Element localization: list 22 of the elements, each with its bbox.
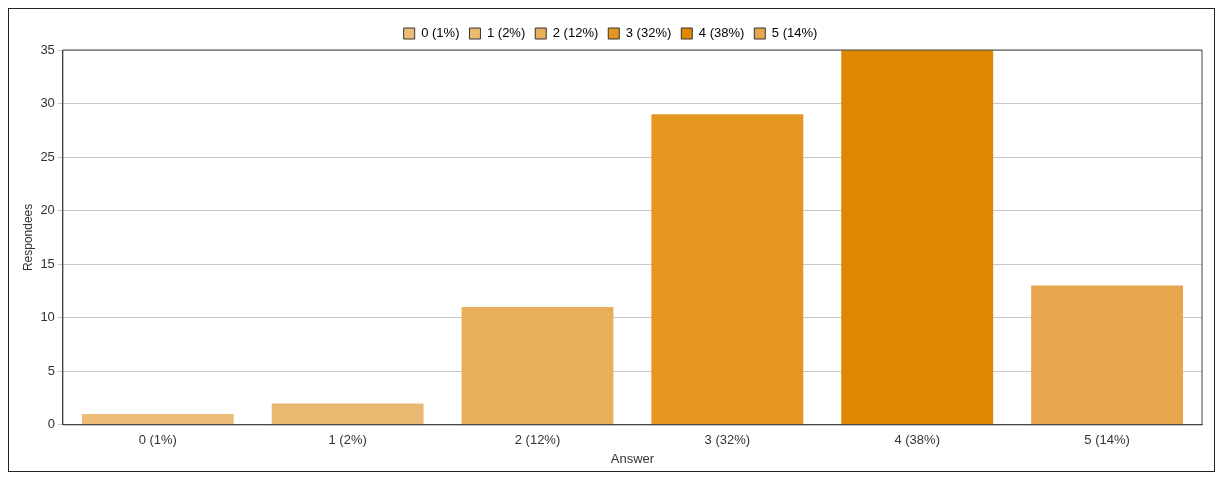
y-tick-label: 15 [40,255,55,271]
x-tick-label: 4 (38%) [894,432,940,448]
x-tick-label: 0 (1%) [138,432,177,448]
x-tick-label: 1 (2%) [328,432,367,448]
legend-label: 2 (12%) [552,25,599,41]
x-tick-label: 3 (32%) [704,432,751,448]
x-tick-label: 5 (14%) [1084,432,1130,448]
legend-label: 0 (1%) [421,25,460,41]
y-tick-label: 20 [40,202,55,218]
y-tick-label: 10 [40,309,55,325]
x-axis-title: Answer [610,450,655,466]
y-tick-label: 30 [40,95,55,111]
legend-label: 1 (2%) [486,25,526,41]
y-tick-label: 35 [40,41,55,57]
y-tick-label: 0 [47,416,55,432]
legend-label: 5 (14%) [771,25,818,41]
legend-label: 4 (38%) [698,25,745,41]
y-tick-label: 25 [40,148,55,164]
legend-label: 3 (32%) [625,25,672,41]
y-axis-title: Respondees [20,203,35,272]
y-tick-label: 5 [47,362,55,378]
x-tick-label: 2 (12%) [514,432,561,448]
